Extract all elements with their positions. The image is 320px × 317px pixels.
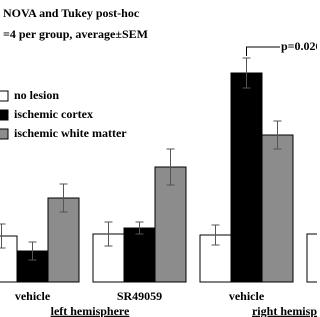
legend-label: ischemic white matter xyxy=(14,126,127,140)
group-label: left hemisphere xyxy=(51,304,130,317)
legend-swatch xyxy=(0,128,9,140)
error-bar xyxy=(273,120,282,150)
x-tick-label: SR49059 xyxy=(117,289,162,303)
error-bar xyxy=(135,221,144,235)
legend-swatch xyxy=(0,109,9,121)
x-tick-label: vehicle xyxy=(229,289,265,303)
legend-label: no lesion xyxy=(14,88,59,102)
bar xyxy=(154,166,187,283)
error-bar xyxy=(242,57,251,89)
error-bar xyxy=(28,241,37,261)
error-bar xyxy=(59,183,68,213)
bar xyxy=(0,235,18,283)
bar xyxy=(306,233,317,283)
x-tick-label: vehicle xyxy=(15,289,51,303)
bar xyxy=(261,134,294,283)
title-line: =4 per group, average±SEM xyxy=(3,27,148,41)
error-bar xyxy=(0,223,6,249)
group-label: right hemisp xyxy=(252,304,317,317)
significance-bracket xyxy=(246,46,280,56)
error-bar xyxy=(211,224,220,246)
annotation: p=0.026 xyxy=(281,39,317,53)
legend-swatch xyxy=(0,90,9,102)
error-bar xyxy=(104,221,113,247)
bar xyxy=(230,72,263,283)
title-line: NOVA and Tukey post-hoc xyxy=(3,6,140,20)
error-bar xyxy=(166,148,175,186)
bar xyxy=(123,227,156,283)
legend-label: ischemic cortex xyxy=(14,107,93,121)
